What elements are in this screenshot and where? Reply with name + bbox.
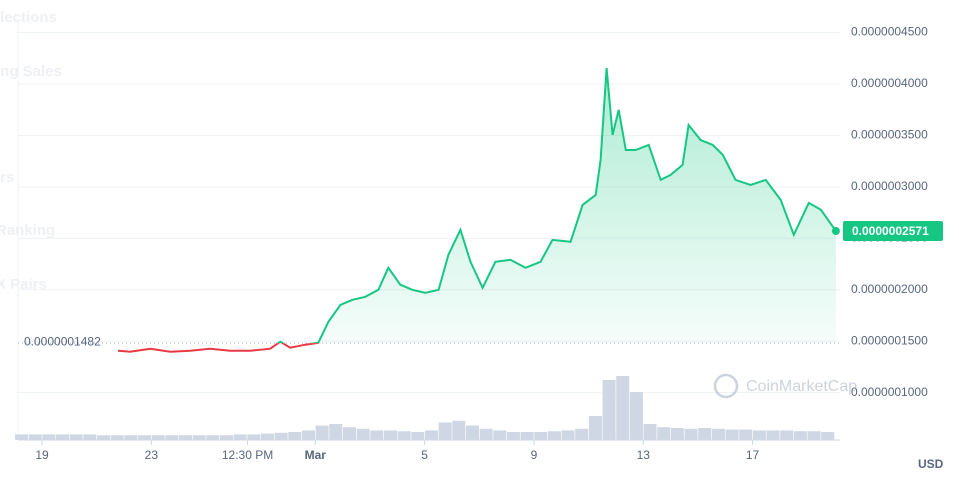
volume-bar: [534, 432, 548, 440]
volume-bar: [452, 420, 466, 440]
volume-bar: [547, 431, 561, 440]
y-tick-label: 0.0000004000: [851, 76, 928, 90]
volume-bar: [616, 376, 630, 440]
x-tick-label: 13: [637, 448, 651, 462]
volume-bar: [206, 435, 220, 440]
volume-bar: [288, 432, 302, 440]
x-tick-label: 17: [746, 448, 760, 462]
volume-bar: [684, 428, 698, 440]
watermark-text: CoinMarketCap: [746, 378, 857, 395]
volume-bar: [766, 430, 780, 440]
volume-bar: [479, 428, 493, 440]
volume-bar: [657, 427, 671, 440]
volume-bar: [725, 429, 739, 440]
volume-bar: [342, 427, 356, 440]
volume-bar: [233, 434, 247, 440]
volume-bar: [739, 429, 753, 440]
volume-bar: [151, 435, 165, 440]
volume-bar: [329, 424, 343, 440]
volume-bar: [397, 431, 411, 440]
volume-bar: [711, 428, 725, 440]
volume-bar: [315, 425, 329, 440]
volume-bar: [165, 435, 179, 440]
volume-bar: [15, 434, 29, 440]
volume-bar: [83, 434, 97, 440]
volume-bar: [588, 416, 602, 440]
x-tick-label: 5: [421, 448, 428, 462]
area: [278, 68, 836, 344]
volume-bar: [301, 430, 315, 440]
last-badge: [843, 221, 943, 242]
y-tick-label: 0.0000003500: [851, 128, 928, 142]
volume-bar: [260, 433, 274, 440]
volume-bar: [821, 432, 835, 440]
volume-bar: [629, 392, 643, 440]
x-tick-label: 9: [531, 448, 538, 462]
volume-bar: [670, 428, 684, 440]
currency: USD: [918, 457, 944, 471]
volume-bar: [138, 435, 152, 440]
x-tick-label: 23: [145, 448, 159, 462]
volume-bar: [247, 434, 261, 440]
x-tick-label: Mar: [305, 448, 327, 462]
volume-bar: [411, 432, 425, 440]
volume-bar: [28, 434, 42, 440]
x-tick-label: 12:30 PM: [222, 448, 273, 462]
y-tick-label: 0.0000001500: [851, 333, 928, 347]
bg-text: ing Sales: [0, 63, 62, 80]
last-point: [831, 227, 840, 236]
bg-text: llections: [0, 9, 57, 26]
volume-bar: [807, 431, 821, 440]
volume-bar: [42, 434, 56, 440]
volume-bar: [220, 435, 234, 440]
x-tick-label: 19: [35, 448, 49, 462]
volume-bar: [274, 432, 288, 440]
baseline-label: 0.0000001482: [24, 334, 101, 348]
volume-bar: [124, 435, 138, 440]
volume-bar: [356, 428, 370, 440]
last-label: 0.0000002571: [852, 224, 929, 238]
y-tick-label: 0.0000003000: [851, 179, 928, 193]
volume-bar: [643, 424, 657, 440]
volume-bar: [97, 435, 111, 440]
volume-bar: [520, 432, 534, 440]
volume-bar: [575, 428, 589, 440]
volume-bar: [698, 428, 712, 440]
volume-bar: [110, 435, 124, 440]
volume-bar: [561, 430, 575, 440]
volume-bar: [438, 422, 452, 440]
bg-text: X Pairs: [0, 276, 47, 293]
volume-bar: [370, 430, 384, 440]
bg-text: Ranking: [0, 222, 55, 239]
volume-bar: [602, 380, 616, 440]
bg-text: irs: [0, 169, 14, 186]
y-tick-label: 0.0000004500: [851, 25, 928, 39]
volume-bar: [493, 430, 507, 440]
y-tick-label: 0.0000002000: [851, 282, 928, 296]
watermark: CoinMarketCap: [713, 373, 857, 399]
volume-bar: [192, 435, 206, 440]
volume-bar: [793, 431, 807, 440]
volume-bar: [383, 430, 397, 440]
price-line-below: [117, 343, 320, 353]
volume-bar: [752, 430, 766, 440]
volume-bar: [179, 435, 193, 440]
volume-bar: [69, 434, 83, 440]
volume-bar: [56, 434, 70, 440]
price-line: [276, 68, 837, 344]
volume-bar: [424, 430, 438, 440]
y-tick-label: 0.0000001000: [851, 385, 928, 399]
volume-bar: [780, 430, 794, 440]
volume-bar: [506, 432, 520, 440]
volume-bar: [465, 425, 479, 440]
